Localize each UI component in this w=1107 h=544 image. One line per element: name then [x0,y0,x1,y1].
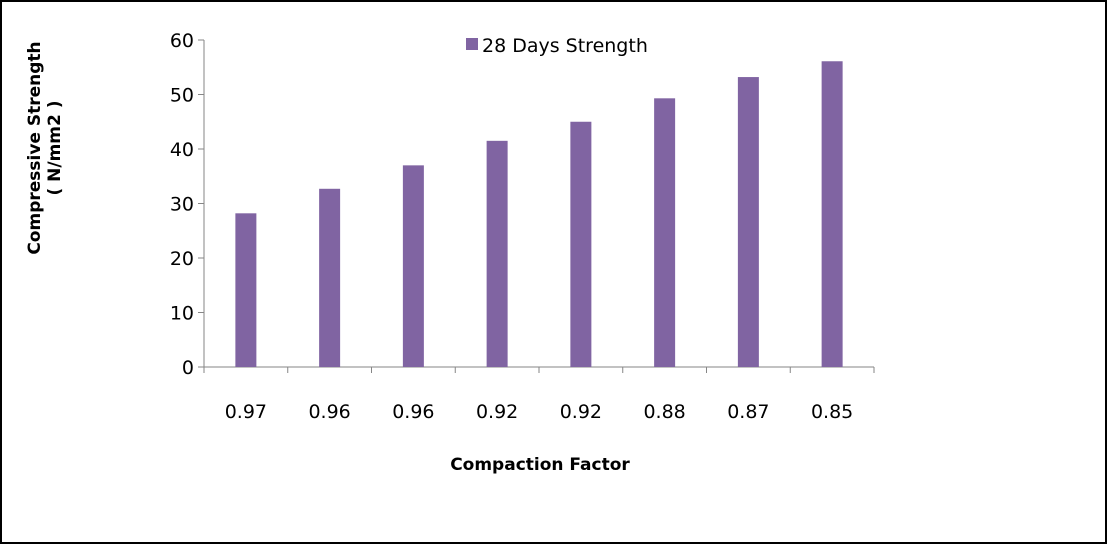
legend: 28 Days Strength [466,35,648,57]
bars [235,61,843,367]
y-axis-title: Compressive Strength [25,41,45,254]
legend-swatch [466,38,478,50]
x-tick-label: 0.96 [392,401,434,423]
x-tick-label: 0.92 [560,401,602,423]
y-axis: 0 10 20 30 40 50 60 [170,30,205,379]
x-tick-label: 0.92 [476,401,518,423]
x-tick-label: 0.88 [643,401,685,423]
y-tick-label: 40 [170,139,194,161]
bar [319,188,341,367]
bar [654,98,676,367]
y-axis-title-group: Compressive Strength ( N/mm2 ) [25,41,65,254]
x-tick-label: 0.97 [225,401,267,423]
x-tick-label: 0.87 [727,401,769,423]
x-tick-label: 0.96 [308,401,350,423]
y-tick-label: 60 [170,30,194,52]
bar [235,213,257,367]
x-axis-title: Compaction Factor [450,455,630,475]
bar [821,61,843,367]
y-tick-label: 50 [170,85,194,107]
bar [570,121,592,367]
y-tick-label: 0 [182,357,194,379]
y-tick-label: 20 [170,248,194,270]
y-tick-label: 10 [170,303,194,325]
legend-label: 28 Days Strength [482,35,648,57]
x-axis: 0.97 0.96 0.96 0.92 0.92 0.88 0.87 0.85 [203,366,875,423]
bar [486,140,508,367]
bar [737,77,759,367]
y-axis-unit: ( N/mm2 ) [45,100,65,195]
bar [402,165,424,367]
y-tick-label: 30 [170,194,194,216]
x-tick-label: 0.85 [811,401,853,423]
